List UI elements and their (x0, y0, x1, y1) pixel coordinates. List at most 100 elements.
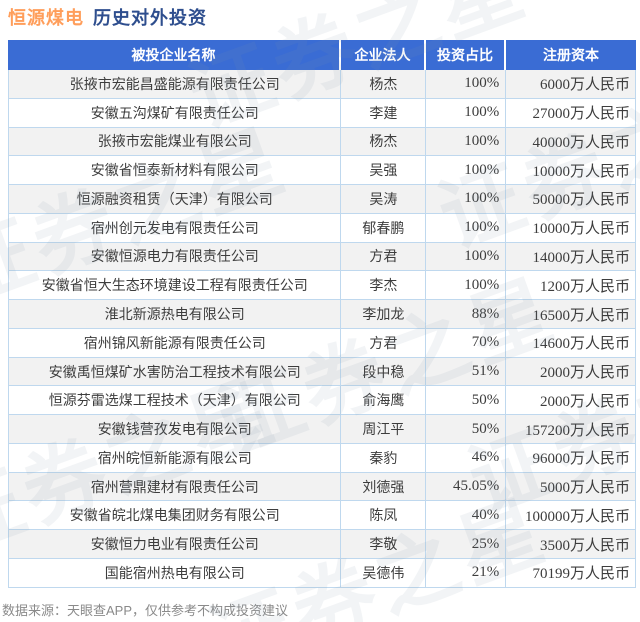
cell-capital: 157200万人民币 (506, 415, 636, 443)
cell-legal: 李加龙 (341, 300, 427, 328)
cell-name: 恒源芬雷选煤工程技术（天津）有限公司 (9, 386, 342, 415)
cell-legal: 周江平 (341, 415, 427, 443)
cell-ratio: 100% (426, 185, 507, 213)
cell-capital: 10000万人民币 (506, 213, 636, 242)
cell-capital: 27000万人民币 (506, 98, 636, 127)
table-row: 张掖市宏能昌盛能源有限责任公司 杨杰 100% 6000万人民币 (9, 70, 636, 99)
cell-name: 安徽恒源电力有限责任公司 (9, 242, 342, 271)
table-row: 安徽钱营孜发电有限公司 周江平 50% 157200万人民币 (9, 415, 636, 444)
cell-name: 宿州创元发电有限责任公司 (9, 213, 342, 242)
cell-legal: 郁春鹏 (341, 213, 427, 242)
column-header-ratio: 投资占比 (426, 40, 506, 70)
table-row: 张掖市宏能煤业有限公司 杨杰 100% 40000万人民币 (9, 127, 636, 157)
cell-name: 安徽省恒泰新材料有限公司 (9, 156, 342, 185)
cell-ratio: 100% (426, 213, 507, 242)
data-source-note: 数据来源：天眼查APP，仅供参考不构成投资建议 (2, 603, 289, 618)
table-row: 安徽恒源电力有限责任公司 方君 100% 14000万人民币 (9, 242, 636, 272)
column-header-capital: 注册资本 (543, 47, 599, 63)
cell-legal: 吴涛 (341, 185, 427, 213)
table-row: 安徽省恒泰新材料有限公司 吴强 100% 10000万人民币 (9, 156, 636, 186)
cell-name: 恒源融资租赁（天津）有限公司 (9, 185, 342, 213)
cell-capital: 70199万人民币 (506, 559, 636, 587)
cell-name: 安徽钱营孜发电有限公司 (9, 415, 342, 443)
cell-capital: 2000万人民币 (506, 357, 636, 386)
table-row: 安徽省皖北煤电集团财务有限公司 陈凤 40% 100000万人民币 (9, 501, 636, 531)
table-row: 恒源芬雷选煤工程技术（天津）有限公司 俞海鹰 50% 2000万人民币 (9, 386, 636, 416)
cell-name: 宿州皖恒新能源有限公司 (9, 443, 342, 472)
cell-legal: 李建 (341, 98, 427, 127)
cell-name: 安徽五沟煤矿有限责任公司 (9, 98, 342, 127)
cell-ratio: 88% (426, 300, 507, 328)
cell-legal: 杨杰 (341, 70, 427, 98)
cell-capital: 14600万人民币 (506, 328, 636, 357)
cell-capital: 50000万人民币 (506, 185, 636, 213)
cell-ratio: 45.05% (426, 472, 507, 501)
cell-capital: 96000万人民币 (506, 443, 636, 472)
cell-name: 安徽省皖北煤电集团财务有限公司 (9, 501, 342, 530)
cell-ratio: 25% (426, 530, 507, 559)
cell-ratio: 100% (426, 70, 507, 98)
investment-table: 被投企业名称 企业法人 投资占比 注册资本 张掖市宏能昌盛能源有限责任公司 杨杰 100%… (8, 40, 636, 588)
table-row: 淮北新源热电有限公司 李加龙 88% 16500万人民币 (9, 300, 636, 329)
cell-legal: 段中稳 (341, 357, 427, 386)
cell-name: 安徽省恒大生态环境建设工程有限责任公司 (9, 271, 342, 300)
cell-capital: 100000万人民币 (506, 501, 636, 530)
section-title-label: 历史对外投资 (93, 8, 207, 28)
cell-name: 国能宿州热电有限公司 (9, 559, 342, 587)
cell-capital: 10000万人民币 (506, 156, 636, 185)
cell-capital: 3500万人民币 (506, 530, 636, 559)
cell-ratio: 100% (426, 271, 507, 300)
cell-name: 宿州营鼎建材有限责任公司 (9, 472, 342, 501)
cell-ratio: 100% (426, 98, 507, 127)
cell-capital: 1200万人民币 (506, 271, 636, 300)
cell-capital: 16500万人民币 (506, 300, 636, 328)
table-row: 宿州锦风新能源有限责任公司 方君 70% 14600万人民币 (9, 328, 636, 358)
column-header-name: 被投企业名称 (8, 40, 341, 70)
cell-legal: 刘德强 (341, 472, 427, 501)
cell-name: 淮北新源热电有限公司 (9, 300, 342, 328)
cell-ratio: 50% (426, 415, 507, 443)
cell-name: 张掖市宏能昌盛能源有限责任公司 (9, 70, 342, 98)
table-row: 宿州创元发电有限责任公司 郁春鹏 100% 10000万人民币 (9, 213, 636, 243)
cell-legal: 俞海鹰 (341, 386, 427, 415)
table-body: 张掖市宏能昌盛能源有限责任公司 杨杰 100% 6000万人民币 安徽五沟煤矿有限责任公… (8, 70, 636, 588)
cell-legal: 吴德伟 (341, 559, 427, 587)
cell-capital: 6000万人民币 (506, 70, 636, 98)
cell-legal: 陈凤 (341, 501, 427, 530)
page-title: 恒源煤电 历史对外投资 (8, 4, 207, 30)
table-row: 安徽五沟煤矿有限责任公司 李建 100% 27000万人民币 (9, 98, 636, 128)
cell-capital: 14000万人民币 (506, 242, 636, 271)
table-row: 宿州营鼎建材有限责任公司 刘德强 45.05% 5000万人民币 (9, 472, 636, 502)
cell-ratio: 100% (426, 156, 507, 185)
cell-ratio: 50% (426, 386, 507, 415)
table-row: 安徽恒力电业有限责任公司 李敬 25% 3500万人民币 (9, 530, 636, 560)
table-header-row: 被投企业名称 企业法人 投资占比 注册资本 (8, 40, 636, 70)
table-row: 国能宿州热电有限公司 吴德伟 21% 70199万人民币 (9, 559, 636, 588)
cell-ratio: 46% (426, 443, 507, 472)
cell-name: 安徽恒力电业有限责任公司 (9, 530, 342, 559)
cell-capital: 5000万人民币 (506, 472, 636, 501)
cell-capital: 40000万人民币 (506, 127, 636, 156)
cell-ratio: 51% (426, 357, 507, 386)
cell-legal: 方君 (341, 328, 427, 357)
cell-legal: 秦豹 (341, 443, 427, 472)
cell-ratio: 100% (426, 127, 507, 156)
cell-name: 安徽禹恒煤矿水害防治工程技术有限公司 (9, 357, 342, 386)
cell-ratio: 100% (426, 242, 507, 271)
cell-ratio: 40% (426, 501, 507, 530)
company-name-label: 恒源煤电 (8, 8, 84, 28)
cell-ratio: 21% (426, 559, 507, 587)
table-row: 安徽省恒大生态环境建设工程有限责任公司 李杰 100% 1200万人民币 (9, 271, 636, 301)
cell-name: 宿州锦风新能源有限责任公司 (9, 328, 342, 357)
cell-name: 张掖市宏能煤业有限公司 (9, 127, 342, 156)
table-row: 安徽禹恒煤矿水害防治工程技术有限公司 段中稳 51% 2000万人民币 (9, 357, 636, 387)
table-row: 恒源融资租赁（天津）有限公司 吴涛 100% 50000万人民币 (9, 185, 636, 214)
cell-legal: 吴强 (341, 156, 427, 185)
cell-legal: 杨杰 (341, 127, 427, 156)
cell-legal: 方君 (341, 242, 427, 271)
cell-ratio: 70% (426, 328, 507, 357)
cell-legal: 李杰 (341, 271, 427, 300)
cell-legal: 李敬 (341, 530, 427, 559)
cell-capital: 2000万人民币 (506, 386, 636, 415)
table-row: 宿州皖恒新能源有限公司 秦豹 46% 96000万人民币 (9, 443, 636, 473)
